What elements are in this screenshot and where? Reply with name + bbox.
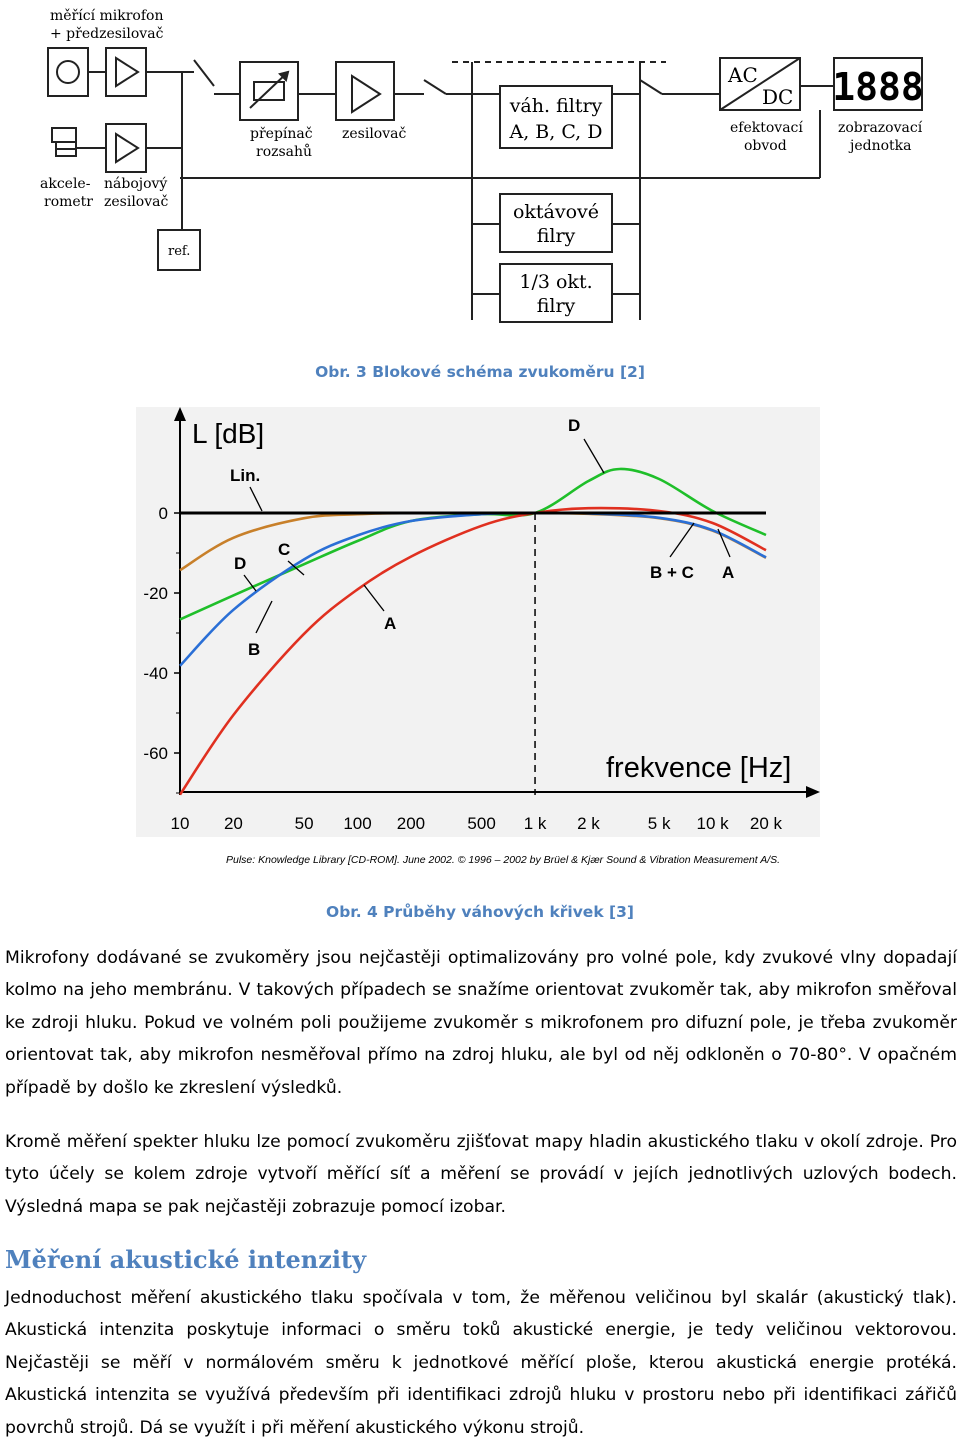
label-third-octave-1: 1/3 okt. xyxy=(519,271,592,293)
label-charge-amp-1: nábojový xyxy=(104,175,167,192)
label-third-octave-2: filry xyxy=(537,295,576,317)
leader-d-top xyxy=(583,438,605,474)
accelerometer-icon xyxy=(51,127,77,143)
chart-ticks: 0 -20 -40 -60 10 20 50 100 200 500 1 k 2 k 5 k 10 k 20… xyxy=(143,504,782,833)
chart-annotations: Lin. D C D B A B + C A xyxy=(230,416,734,659)
label-range-switch-2: rozsahů xyxy=(256,143,312,160)
paragraph-intensity: Jednoduchost měření akustického tlaku sp… xyxy=(5,1288,957,1438)
x-axis-label: frekvence [Hz] xyxy=(606,752,791,784)
annotation-d-top: D xyxy=(568,416,580,435)
y-axis-arrow xyxy=(174,407,186,421)
label-accelerometer-2: rometr xyxy=(44,194,93,210)
label-display-1: zobrazovací xyxy=(838,120,923,136)
label-rms-2: obvod xyxy=(744,138,787,154)
chart-credit: Pulse: Knowledge Library [CD-ROM]. June … xyxy=(226,854,780,866)
x-tick-label: 2 k xyxy=(577,814,600,833)
annotation-lin: Lin. xyxy=(230,466,260,485)
chart-curves xyxy=(178,467,767,796)
label-display-2: jednotka xyxy=(848,138,912,154)
label-accelerometer-1: akcele- xyxy=(40,176,91,192)
label-charge-amp-2: zesilovač xyxy=(104,194,168,210)
leader-c xyxy=(287,560,305,576)
annotation-c: C xyxy=(278,540,290,559)
leader-lin xyxy=(249,486,263,512)
microphone-icon xyxy=(56,60,80,84)
annotation-b: B xyxy=(248,640,260,659)
annotation-bc: B + C xyxy=(650,563,694,582)
annotation-d-left: D xyxy=(234,554,246,573)
label-octave-1: oktávové xyxy=(513,201,599,223)
x-tick-label: 500 xyxy=(467,814,495,833)
weighting-filters-block xyxy=(499,85,613,149)
y-tick-label: -40 xyxy=(143,664,168,683)
leader-d-left xyxy=(243,574,257,592)
x-tick-label: 20 k xyxy=(750,814,783,833)
label-ac: AC xyxy=(727,63,758,87)
leader-bc xyxy=(669,522,695,558)
x-tick-label: 10 xyxy=(171,814,190,833)
y-tick-label: -20 xyxy=(143,584,168,603)
label-ref: ref. xyxy=(168,244,190,259)
label-amplifier: zesilovač xyxy=(342,126,406,142)
x-tick-label: 50 xyxy=(295,814,314,833)
label-microphone-1: měřící mikrofon xyxy=(50,8,163,24)
weighting-curves-chart: 0 -20 -40 -60 10 20 50 100 200 500 1 k 2 k 5 k 10 k 20… xyxy=(136,407,820,866)
range-switch-block xyxy=(239,61,299,121)
ref-block xyxy=(157,229,201,271)
label-range-switch-1: přepínač xyxy=(250,126,313,142)
x-tick-label: 200 xyxy=(397,814,425,833)
preamp-block xyxy=(105,47,147,97)
chart-background xyxy=(136,407,820,837)
y-tick-label: -60 xyxy=(143,744,168,763)
x-tick-label: 20 xyxy=(224,814,243,833)
y-axis-label: L [dB] xyxy=(192,418,264,449)
label-octave-2: filry xyxy=(537,225,576,247)
charge-amp-block xyxy=(105,123,147,173)
display-block xyxy=(833,57,923,111)
x-tick-label: 5 k xyxy=(648,814,671,833)
x-tick-label: 10 k xyxy=(696,814,729,833)
x-axis-arrow xyxy=(806,786,820,798)
figure-3-caption: Obr. 3 Blokové schéma zvukoměru [2] xyxy=(315,363,645,381)
display-digits: 1888 xyxy=(832,65,924,109)
x-tick-label: 1 k xyxy=(524,814,547,833)
amplifier-block xyxy=(335,61,395,121)
chart-grid xyxy=(174,407,820,798)
figure-4-caption: Obr. 4 Průběhy váhových křivek [3] xyxy=(326,903,634,921)
section-heading: Měření akustické intenzity xyxy=(5,1245,367,1274)
y-tick-label: 0 xyxy=(159,504,168,523)
label-dc: DC xyxy=(762,85,793,109)
leader-a-right xyxy=(717,528,731,558)
curve-d xyxy=(179,467,767,621)
leader-b xyxy=(255,600,273,634)
x-tick-label: 100 xyxy=(343,814,371,833)
label-weight-filters-1: váh. filtry xyxy=(509,95,603,117)
label-weight-filters-2: A, B, C, D xyxy=(508,121,602,143)
label-microphone-2: + předzesilovač xyxy=(50,26,164,42)
paragraph-sound-maps: Kromě měření spekter hluku lze pomocí zv… xyxy=(5,1132,957,1217)
annotation-a-right: A xyxy=(722,563,734,582)
block-diagram: měřící mikrofon + předzesilovač akcele- … xyxy=(40,8,924,323)
label-rms-1: efektovací xyxy=(730,120,803,136)
annotation-a-mid: A xyxy=(384,614,396,633)
ac-dc-block xyxy=(719,57,801,111)
paragraph-free-field: Mikrofony dodávané se zvukoměry jsou nej… xyxy=(5,948,957,1098)
leader-a-mid xyxy=(363,584,385,612)
